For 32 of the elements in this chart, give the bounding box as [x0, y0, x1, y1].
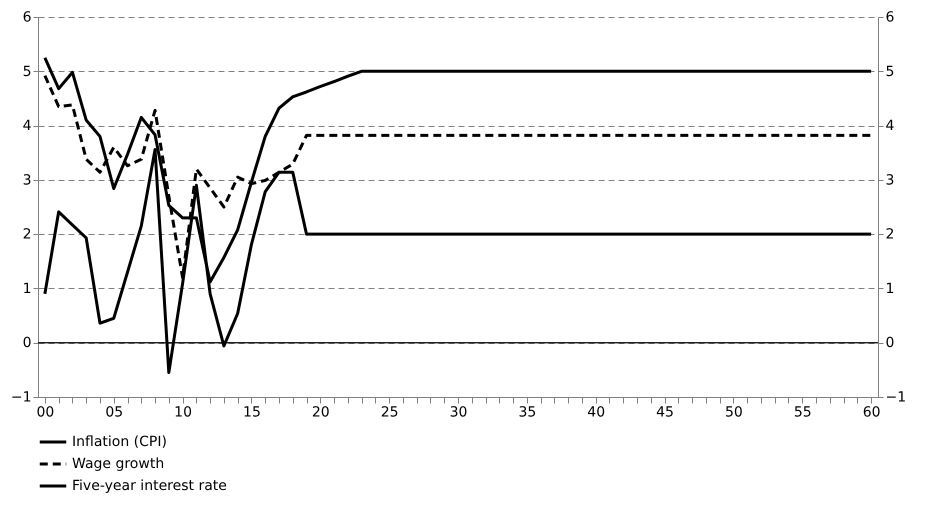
- y2-tick-label: 1: [886, 280, 894, 297]
- y-tick-label: −1: [10, 390, 32, 406]
- x-tick-label: 60: [862, 404, 881, 420]
- x-tick-label: 00: [36, 404, 54, 420]
- x-tick-label: 35: [518, 404, 536, 420]
- y-tick-label: 0: [22, 335, 32, 352]
- x-tick-label: 15: [243, 404, 261, 420]
- y2-tick-label: 4: [886, 118, 894, 134]
- y-tick-label: 2: [22, 226, 32, 243]
- x-tick-label: 30: [450, 404, 468, 420]
- legend-label: Inflation (CPI): [72, 434, 167, 450]
- y-tick-label: 3: [22, 172, 32, 188]
- y-tick-label: 4: [22, 118, 32, 134]
- x-tick-label: 25: [380, 404, 399, 420]
- x-tick-label: 20: [312, 404, 330, 420]
- y-tick-label: 6: [22, 10, 32, 26]
- legend-label: Wage growth: [72, 456, 164, 472]
- legend-label: Five-year interest rate: [72, 478, 227, 494]
- y2-tick-label: 0: [886, 335, 894, 352]
- y2-tick-label: −1: [886, 390, 906, 406]
- x-tick-label: 40: [587, 404, 606, 420]
- x-tick-label: 45: [656, 404, 674, 420]
- y-tick-label: 1: [22, 280, 32, 297]
- y2-tick-label: 6: [886, 10, 894, 26]
- y2-tick-label: 5: [886, 64, 894, 80]
- y2-tick-label: 2: [886, 226, 894, 243]
- x-tick-label: 55: [794, 404, 812, 420]
- y-tick-label: 5: [22, 64, 32, 80]
- x-tick-label: 10: [174, 404, 192, 420]
- x-tick-label: 05: [105, 404, 124, 420]
- y2-tick-label: 3: [886, 172, 894, 188]
- x-tick-label: 50: [724, 404, 743, 420]
